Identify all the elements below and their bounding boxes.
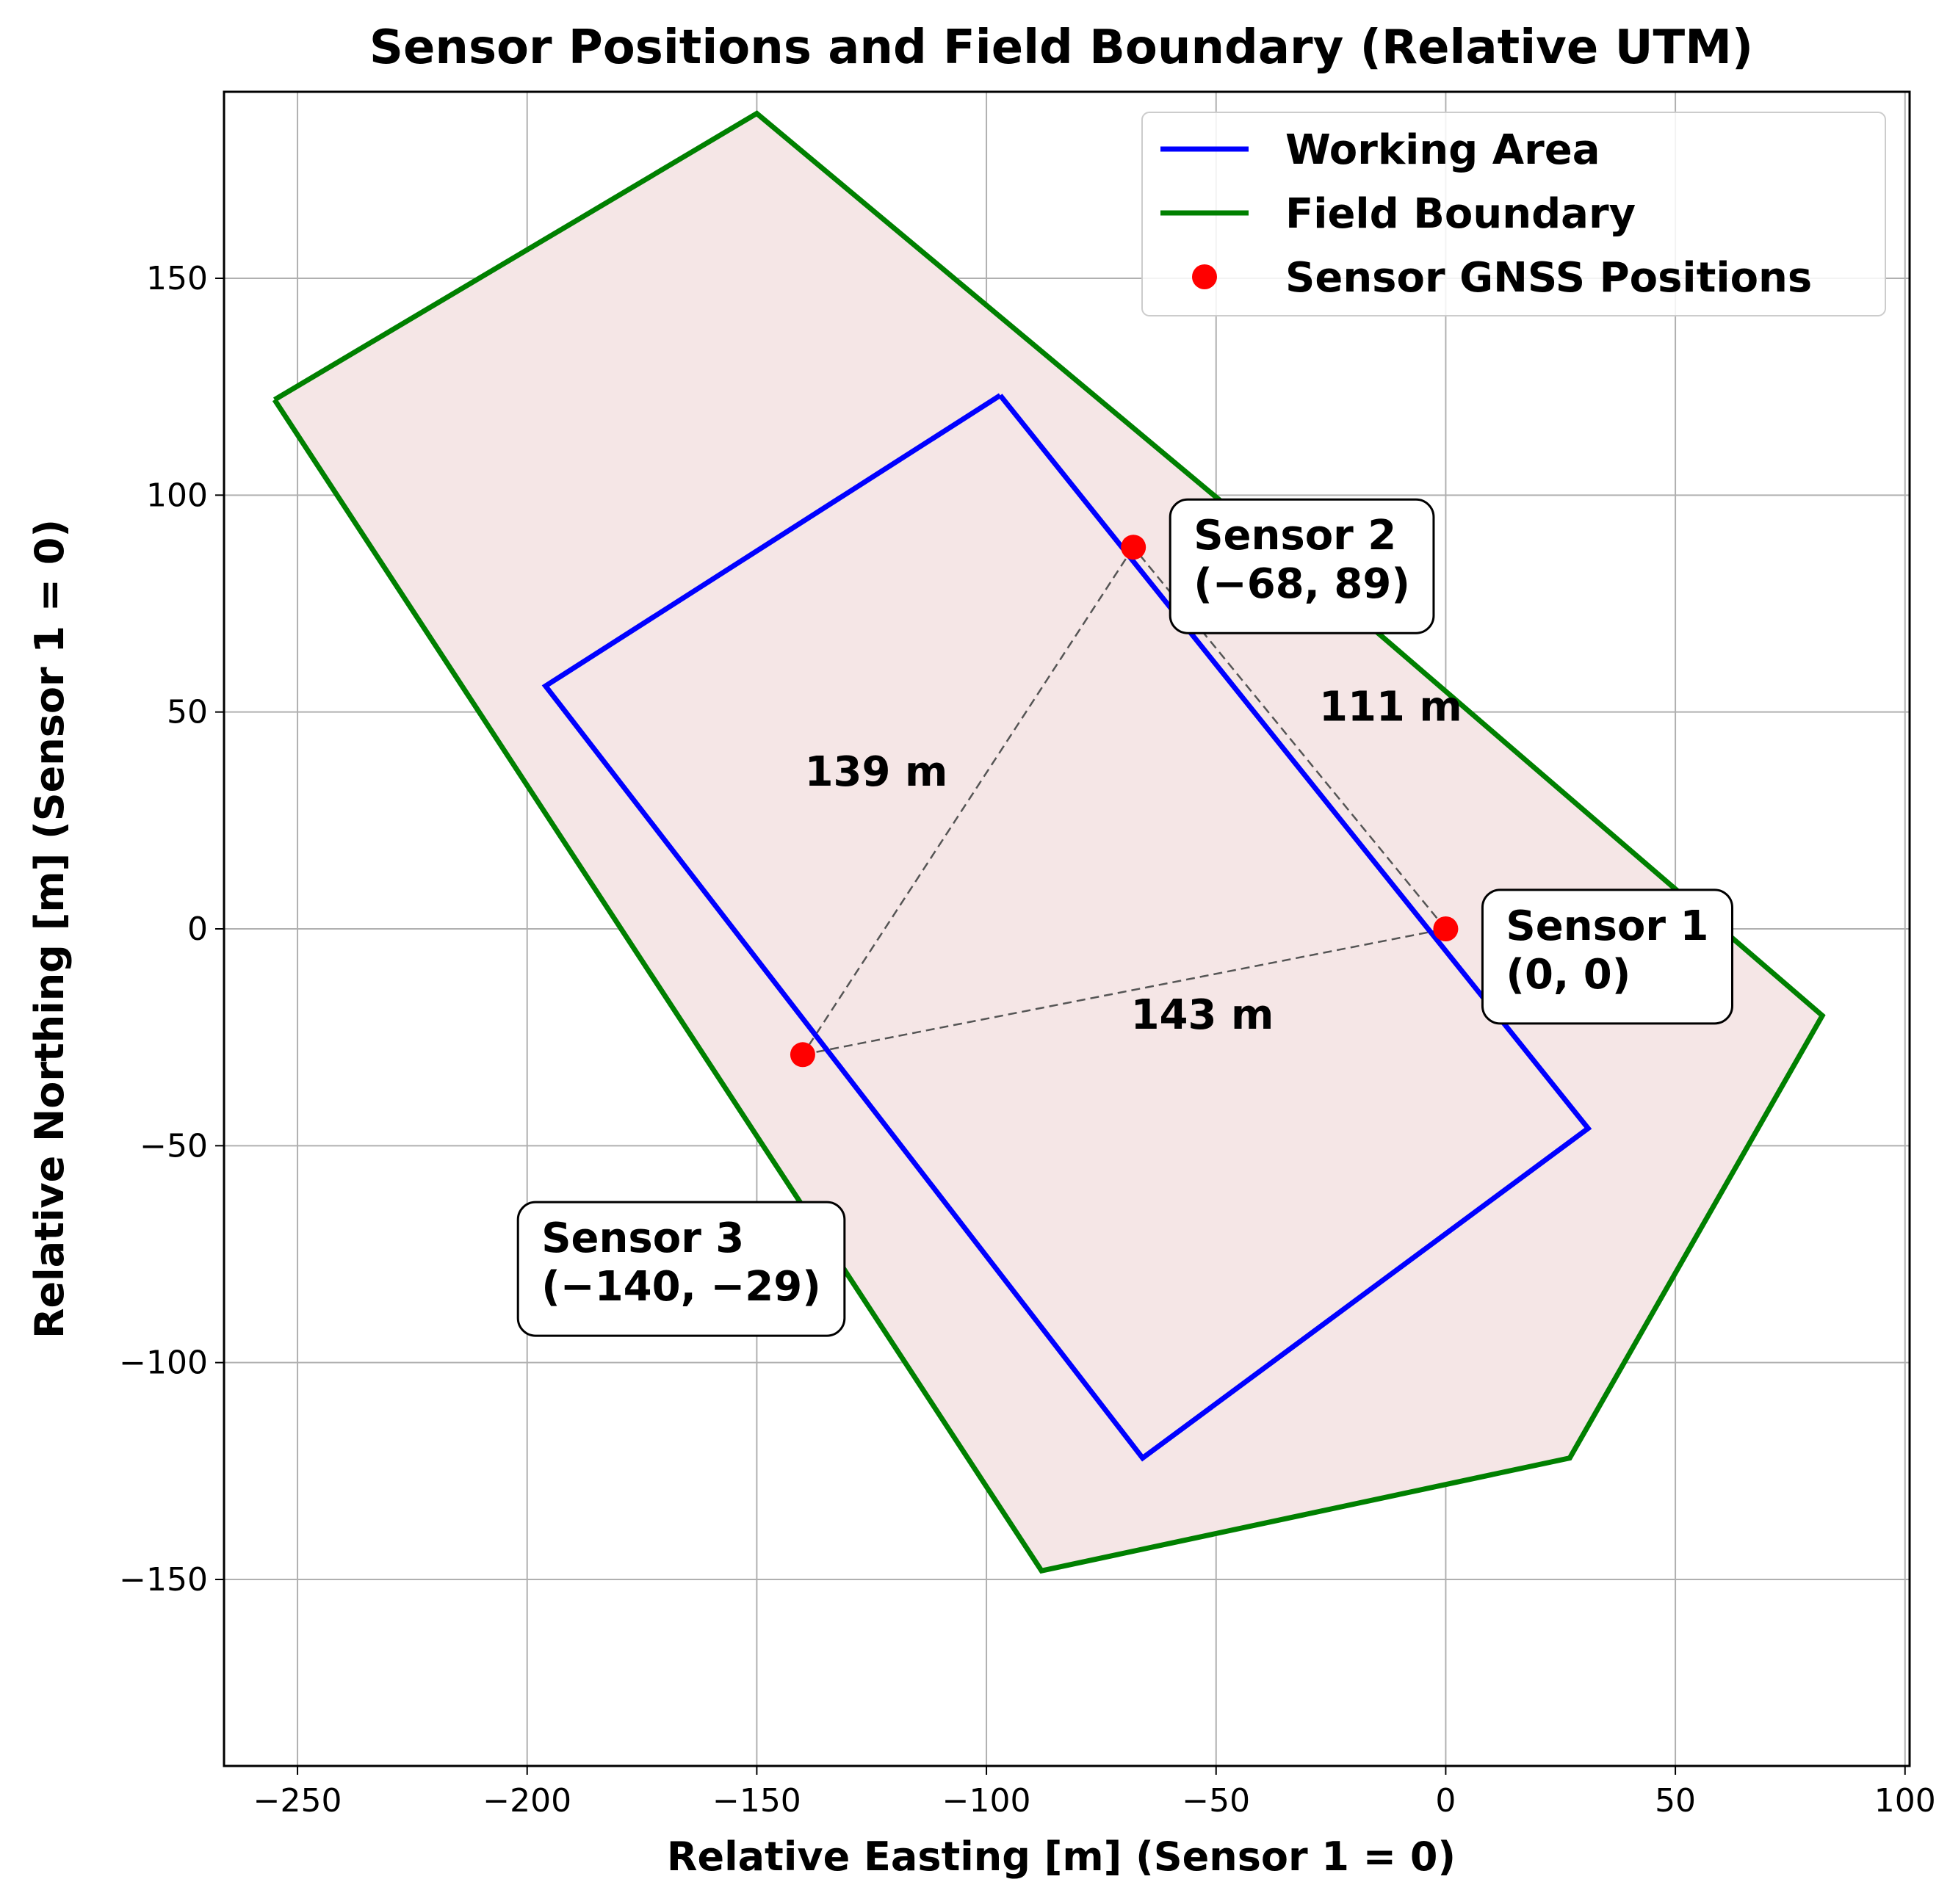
distance-label: 143 m [1131, 991, 1274, 1039]
sensor-annotation: Sensor 1(0, 0) [1481, 888, 1733, 1025]
x-tick-label: 100 [1874, 1782, 1936, 1820]
axes-layer: −250 −200 −150 −100 −50 0 50 100 −150 −100 −50 0 50 1… [119, 90, 1936, 1820]
distance-label: 139 m [805, 748, 948, 796]
annotation-box [516, 1201, 846, 1337]
y-tick-label: 50 [167, 694, 208, 731]
x-tick-label: −50 [1182, 1782, 1250, 1820]
y-tick-label: −100 [119, 1344, 208, 1382]
legend-label: Sensor GNSS Positions [1285, 254, 1812, 302]
sensor-point [790, 1042, 815, 1068]
legend-swatch-marker [1192, 264, 1217, 289]
y-tick-label: 150 [146, 260, 208, 297]
x-tick-label: −200 [483, 1782, 571, 1820]
x-tick-label: −150 [712, 1782, 801, 1820]
working-area-line [541, 393, 1592, 1462]
legend-label: Working Area [1285, 126, 1600, 174]
plot-frame [223, 90, 1911, 1767]
sensor-coords: (−140, −29) [541, 1263, 821, 1311]
x-tick-label: 0 [1435, 1782, 1456, 1820]
sensor-coords: (0, 0) [1506, 951, 1631, 999]
sensor-coords: (−68, 89) [1194, 560, 1410, 608]
y-tick-label: −50 [140, 1127, 208, 1165]
y-axis-label: Relative Northing [m] (Sensor 1 = 0) [26, 519, 73, 1339]
sensor-name: Sensor 3 [541, 1215, 744, 1262]
field-boundary-line [272, 110, 1826, 1574]
distance-label: 111 m [1319, 683, 1462, 731]
x-axis-label: Relative Easting [m] (Sensor 1 = 0) [667, 1834, 1456, 1880]
sensor-point [1121, 535, 1146, 560]
y-tick-label: 100 [146, 477, 208, 514]
legend-label: Field Boundary [1285, 190, 1636, 238]
distance-line [802, 927, 1446, 1056]
chart-title: Sensor Positions and Field Boundary (Rel… [369, 21, 1753, 75]
plot-layer [272, 110, 1826, 1574]
x-tick-label: 50 [1655, 1782, 1696, 1820]
x-tick-label: −250 [253, 1782, 342, 1820]
legend-layer: Working Area Field Boundary Sensor GNSS Po… [1141, 112, 1886, 316]
sensor-name: Sensor 2 [1194, 512, 1396, 560]
annotation-layer: 111 m 139 m 143 m Sensor 1(0, 0) Sensor 2(−6… [516, 498, 1733, 1337]
x-tick-label: −100 [942, 1782, 1031, 1820]
sensor-annotation: Sensor 3(−140, −29) [516, 1201, 846, 1337]
sensor-annotation: Sensor 2(−68, 89) [1169, 498, 1435, 634]
field-boundary-fill [274, 113, 1823, 1571]
legend-box [1141, 112, 1886, 316]
y-tick-label: 0 [187, 911, 208, 948]
distance-line [801, 546, 1135, 1055]
sensor-point [1433, 916, 1459, 941]
annotation-box [1481, 888, 1733, 1025]
sensor-name: Sensor 1 [1506, 902, 1708, 950]
annotation-box [1169, 498, 1435, 634]
y-tick-label: −150 [119, 1561, 208, 1599]
